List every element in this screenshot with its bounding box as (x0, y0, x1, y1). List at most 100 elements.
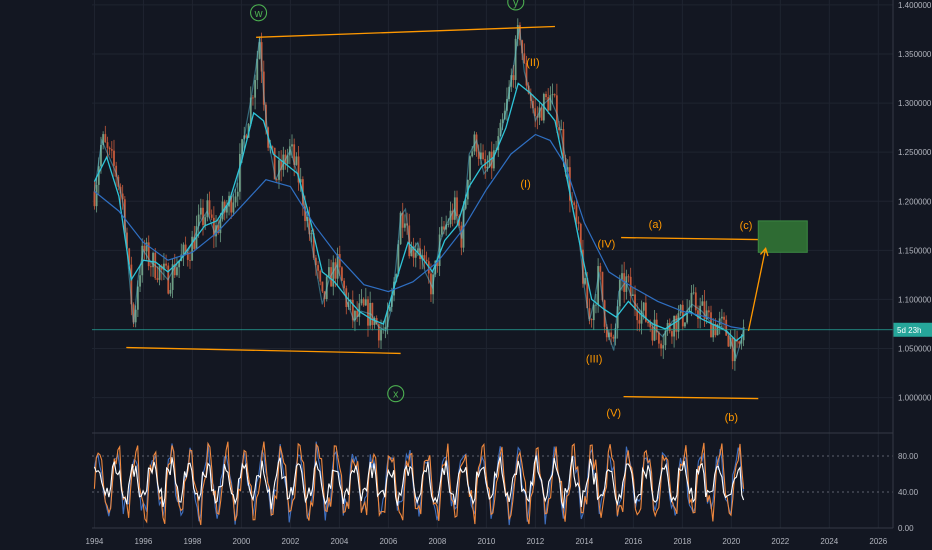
y-tick-label: 1.400000 (898, 1, 932, 10)
candle-body (147, 242, 150, 267)
candle-body (373, 318, 376, 325)
candle-body (165, 263, 167, 266)
candle-body (341, 267, 343, 281)
candle-body (377, 324, 380, 341)
candle-body (186, 252, 189, 260)
candle-body (304, 206, 306, 222)
trend-line (623, 395, 759, 400)
candle-body (727, 335, 730, 347)
candle-body (356, 310, 359, 317)
candle-body (288, 146, 291, 156)
candle-body (701, 301, 704, 306)
trend-line (256, 25, 555, 38)
candle-body (449, 210, 452, 225)
x-tick-label: 2020 (722, 537, 740, 546)
candle-body (508, 86, 511, 100)
candle-body (605, 326, 608, 338)
candle-body (401, 212, 404, 228)
candle-body (618, 279, 621, 307)
candle-body (558, 127, 560, 131)
candle-body (451, 210, 454, 220)
candle-body (566, 167, 569, 172)
candle-body (241, 139, 243, 154)
candle-body (443, 226, 445, 230)
candle-body (430, 273, 432, 295)
candle-body (269, 146, 272, 148)
candle-body (297, 156, 300, 183)
candle-body (512, 75, 515, 81)
candle-body (638, 320, 641, 324)
candle-body (410, 246, 413, 257)
candle-body (336, 254, 339, 279)
candle-body (432, 274, 435, 295)
candle-body (694, 292, 697, 311)
candle-body (236, 191, 239, 197)
candle-body (178, 261, 181, 268)
wave-label: (a) (649, 219, 662, 231)
candle-body (675, 315, 678, 332)
candle-body (423, 255, 426, 260)
candle-body (523, 53, 526, 64)
candle-body (636, 309, 639, 321)
candle-body (490, 151, 493, 169)
candle-body (623, 273, 626, 292)
candle-body (419, 248, 421, 260)
candle-body (330, 267, 332, 287)
candle-body (206, 200, 209, 218)
last-price-badge (893, 322, 932, 337)
candle-body (243, 135, 246, 140)
candle-body (110, 149, 113, 151)
candle-body (536, 116, 539, 118)
candle-body (579, 223, 582, 250)
candle-body (169, 289, 172, 294)
candle-body (136, 286, 139, 310)
candle-body (547, 97, 550, 111)
candle-body (658, 332, 660, 344)
candle-body (740, 340, 743, 344)
candle-body (538, 107, 541, 118)
candle-body (549, 95, 552, 111)
candle-body (176, 267, 178, 276)
candle-body (104, 134, 107, 143)
candle-body (189, 259, 191, 261)
candle-body (397, 244, 400, 275)
candle-body (479, 152, 482, 159)
candle-body (388, 306, 391, 311)
candle-body (384, 327, 387, 330)
candle-body (217, 225, 220, 234)
candle-body (204, 217, 207, 226)
candle-body (271, 146, 274, 148)
candle-body (265, 104, 267, 128)
candle-body (640, 310, 643, 324)
candle-body (323, 291, 326, 300)
candle-body (358, 303, 361, 317)
candle-body (679, 304, 682, 314)
oscillator-orange-line (93, 441, 745, 526)
candle-body (662, 345, 665, 349)
candle-body (108, 147, 111, 150)
candle-body (390, 295, 393, 307)
oscillator-panel (92, 441, 893, 526)
oscillator-white-line (93, 455, 745, 510)
candle-body (614, 328, 617, 339)
candle-body (725, 319, 728, 336)
candle-body (673, 315, 676, 337)
candle-body (712, 323, 715, 338)
candle-body (225, 206, 228, 213)
candle-body (317, 265, 319, 271)
candle-body (684, 322, 686, 327)
x-tick-label: 1998 (184, 537, 202, 546)
last-price-badge-label: 5d 23h (897, 326, 921, 335)
candle-body (171, 264, 174, 290)
y-tick-label: 1.350000 (898, 50, 932, 59)
x-tick-label: 2002 (282, 537, 300, 546)
projection-arrow-head (759, 247, 769, 257)
candle-body (649, 323, 652, 328)
candle-body (347, 302, 350, 307)
candle-body (440, 226, 443, 235)
wave-label-circle (250, 4, 268, 22)
candle-body (562, 129, 565, 159)
candle-body (510, 75, 513, 87)
